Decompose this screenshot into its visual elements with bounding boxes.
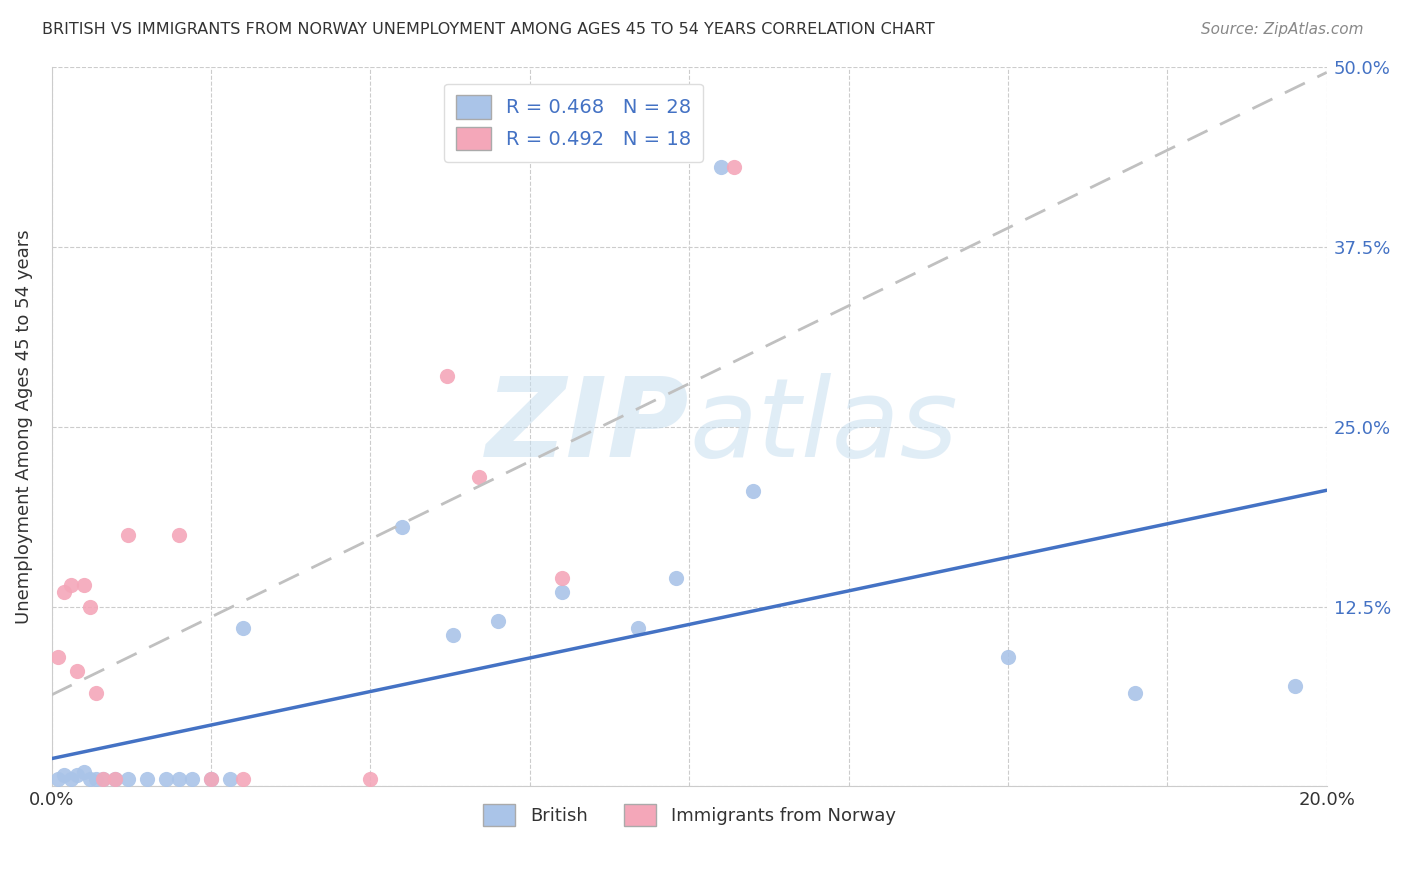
Legend: British, Immigrants from Norway: British, Immigrants from Norway xyxy=(474,795,904,835)
Point xyxy=(441,628,464,642)
Point xyxy=(710,161,733,175)
Point xyxy=(72,578,94,592)
Point xyxy=(167,527,190,541)
Point xyxy=(53,585,76,599)
Point xyxy=(468,470,491,484)
Point xyxy=(155,772,177,787)
Point xyxy=(46,649,69,664)
Point xyxy=(436,369,458,384)
Point xyxy=(665,571,688,585)
Text: BRITISH VS IMMIGRANTS FROM NORWAY UNEMPLOYMENT AMONG AGES 45 TO 54 YEARS CORRELA: BRITISH VS IMMIGRANTS FROM NORWAY UNEMPL… xyxy=(42,22,935,37)
Point xyxy=(232,621,254,635)
Point xyxy=(181,772,204,787)
Point xyxy=(200,772,222,787)
Point xyxy=(742,484,765,499)
Point xyxy=(91,772,114,787)
Point xyxy=(86,686,108,700)
Point xyxy=(360,772,382,787)
Point xyxy=(551,571,574,585)
Point xyxy=(59,772,82,787)
Point xyxy=(486,614,509,628)
Point xyxy=(91,772,114,787)
Point xyxy=(117,772,139,787)
Point xyxy=(104,772,127,787)
Point xyxy=(66,768,89,782)
Point xyxy=(104,772,127,787)
Point xyxy=(46,772,69,787)
Point xyxy=(79,599,101,614)
Point xyxy=(232,772,254,787)
Point xyxy=(219,772,242,787)
Point xyxy=(391,520,413,534)
Point xyxy=(997,649,1019,664)
Text: Source: ZipAtlas.com: Source: ZipAtlas.com xyxy=(1201,22,1364,37)
Point xyxy=(551,585,574,599)
Point xyxy=(627,621,650,635)
Point xyxy=(136,772,159,787)
Text: atlas: atlas xyxy=(689,373,957,480)
Point xyxy=(66,665,89,679)
Y-axis label: Unemployment Among Ages 45 to 54 years: Unemployment Among Ages 45 to 54 years xyxy=(15,229,32,624)
Text: ZIP: ZIP xyxy=(485,373,689,480)
Point xyxy=(117,527,139,541)
Point xyxy=(1125,686,1147,700)
Point xyxy=(79,772,101,787)
Point xyxy=(86,772,108,787)
Point xyxy=(53,768,76,782)
Point xyxy=(723,161,745,175)
Point xyxy=(1284,679,1306,693)
Point xyxy=(167,772,190,787)
Point xyxy=(59,578,82,592)
Point xyxy=(72,765,94,780)
Point xyxy=(200,772,222,787)
